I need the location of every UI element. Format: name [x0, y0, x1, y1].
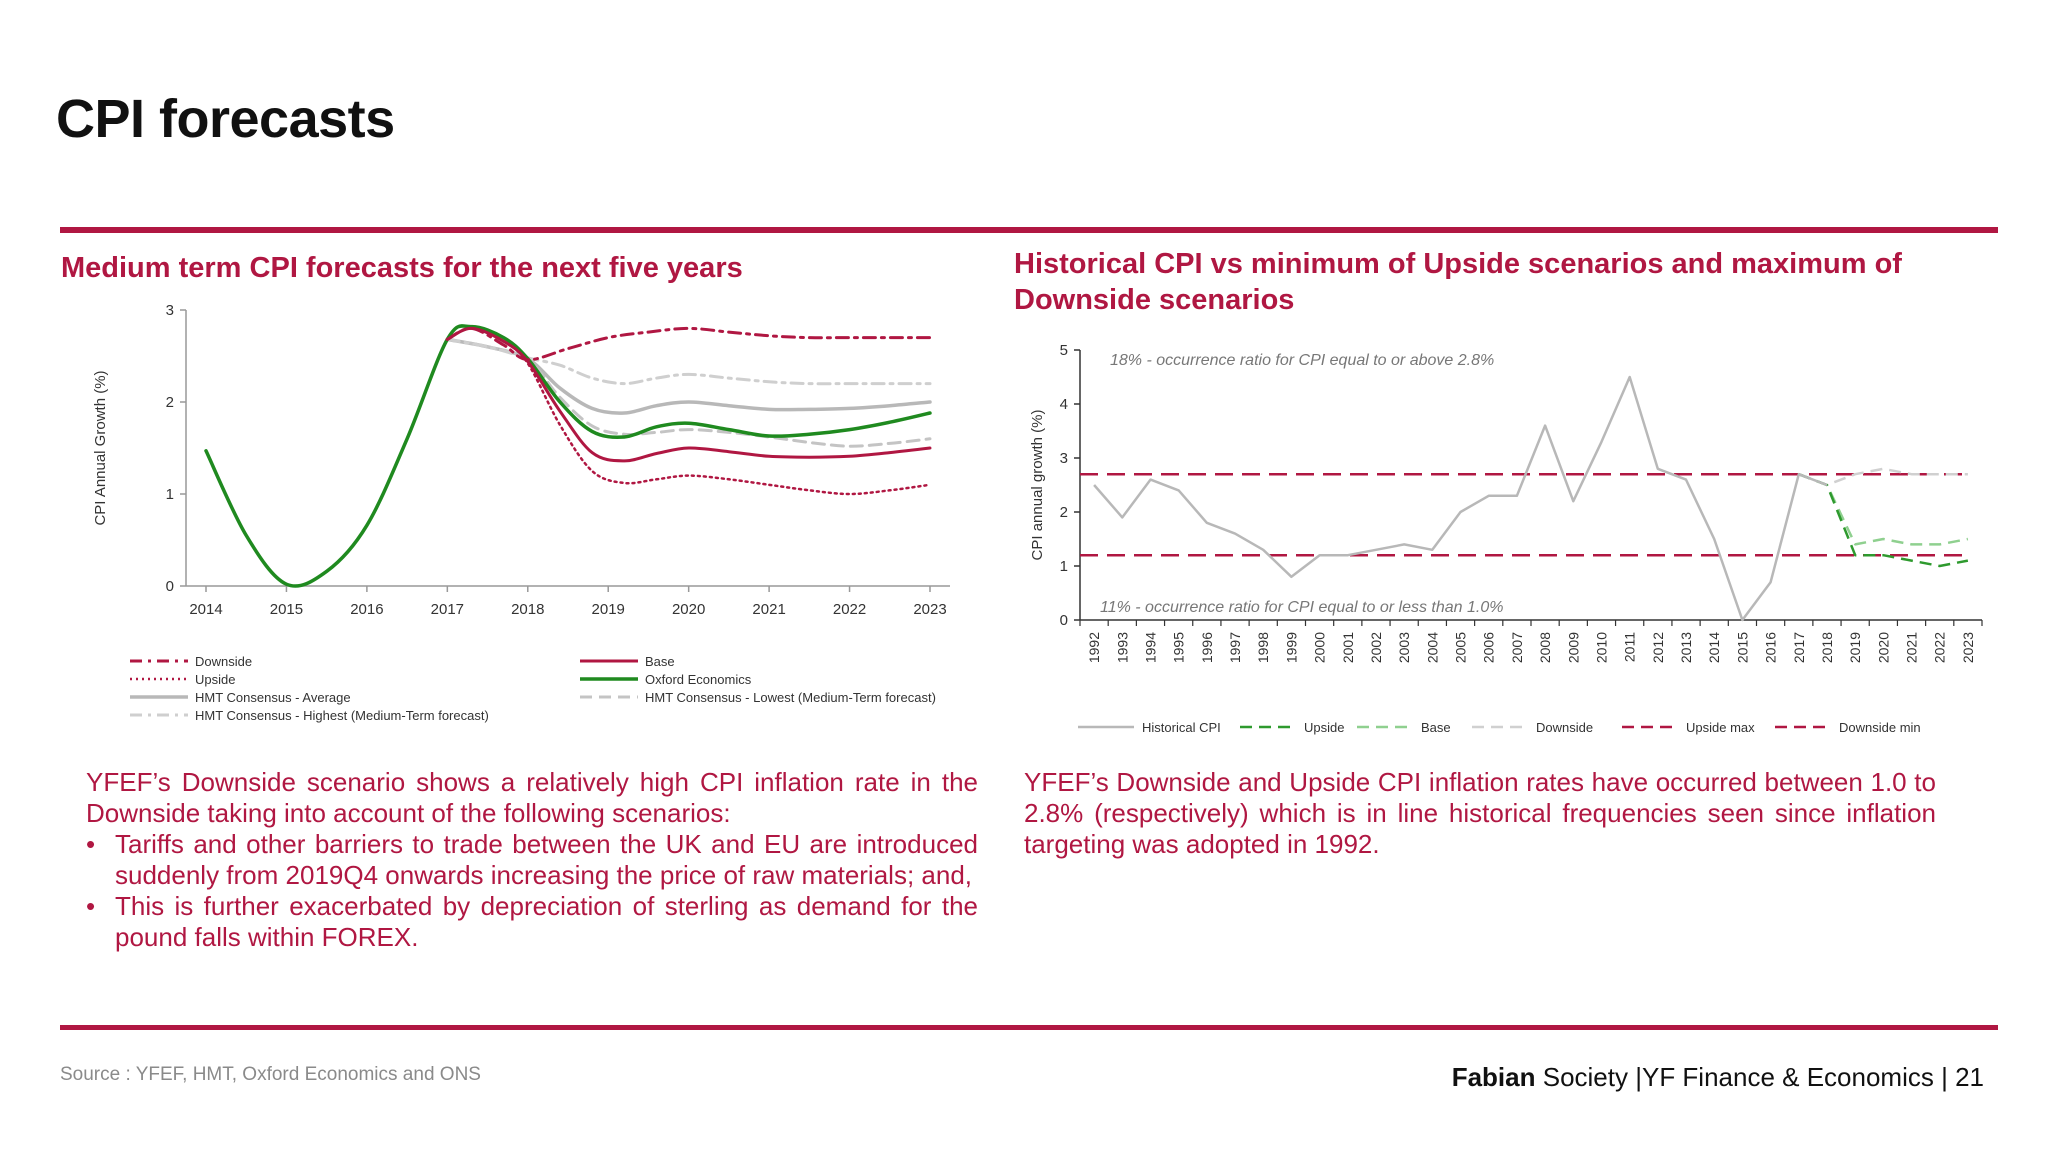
y-tick-label: 1 [1060, 558, 1068, 575]
left-commentary-intro: YFEF’s Downside scenario shows a relativ… [86, 767, 978, 828]
series-line [1798, 473, 1969, 568]
legend-label: Downside min [1839, 720, 1921, 735]
top-divider [60, 227, 1998, 233]
x-tick-label: 2014 [1706, 632, 1722, 663]
x-tick-label: 2019 [592, 601, 625, 618]
x-tick-label: 1996 [1199, 632, 1215, 663]
x-tick-label: 2003 [1396, 632, 1412, 663]
x-tick-label: 2022 [1932, 632, 1948, 663]
legend-label: HMT Consensus - Lowest (Medium-Term fore… [645, 690, 936, 705]
legend-label: Upside max [1686, 720, 1755, 735]
legend-label: HMT Consensus - Average [195, 690, 351, 705]
right-chart-heading: Historical CPI vs minimum of Upside scen… [1014, 248, 1902, 316]
x-tick-label: 2014 [189, 601, 222, 618]
x-tick-label: 2004 [1424, 632, 1440, 663]
x-tick-label: 1992 [1086, 632, 1102, 663]
x-tick-label: 2015 [270, 601, 303, 618]
x-tick-label: 2017 [431, 601, 464, 618]
legend-label: Downside [1536, 720, 1593, 735]
series-line [445, 326, 932, 362]
bullet-item: Tariffs and other barriers to trade betw… [86, 829, 978, 891]
series-line [445, 337, 932, 386]
x-tick-label: 2015 [1734, 632, 1750, 663]
legend-label: Historical CPI [1142, 720, 1221, 735]
y-tick-label: 0 [166, 578, 174, 595]
x-tick-label: 1993 [1114, 632, 1130, 663]
x-tick-label: 2008 [1537, 632, 1553, 663]
x-tick-label: 2010 [1593, 632, 1609, 663]
y-tick-label: 1 [166, 486, 174, 503]
series-line [204, 324, 932, 588]
x-tick-label: 2013 [1678, 632, 1694, 663]
left-commentary-bullets: Tariffs and other barriers to trade betw… [86, 829, 978, 953]
annotation-upper: 18% - occurrence ratio for CPI equal to … [1110, 352, 1494, 369]
x-tick-label: 2023 [913, 601, 946, 618]
annotation-lower: 11% - occurrence ratio for CPI equal to … [1100, 599, 1503, 616]
x-tick-label: 2021 [752, 601, 785, 618]
x-tick-label: 2017 [1791, 632, 1807, 663]
x-tick-label: 2000 [1312, 632, 1328, 663]
bottom-divider [60, 1025, 1998, 1030]
x-tick-label: 2012 [1650, 632, 1666, 663]
footer-section: |YF Finance & Economics | [1628, 1062, 1956, 1092]
x-tick-label: 2005 [1453, 632, 1469, 663]
legend-label: Base [1421, 720, 1451, 735]
x-tick-label: 1995 [1171, 632, 1187, 663]
series-line [445, 326, 932, 463]
left-chart-heading: Medium term CPI forecasts for the next f… [61, 252, 743, 284]
y-tick-label: 0 [1060, 612, 1068, 629]
x-tick-label: 1994 [1142, 632, 1158, 663]
y-tick-label: 5 [1060, 342, 1068, 359]
x-tick-label: 2018 [1819, 632, 1835, 663]
series-line [1798, 467, 1968, 487]
left-commentary: YFEF’s Downside scenario shows a relativ… [86, 767, 978, 953]
historical-cpi-chart: 0 1 2 3 4 5 1992 1993 1994 1995 1996 1997 1998 1999 20… [1029, 342, 1983, 735]
x-tick-label: 2009 [1565, 632, 1581, 663]
y-tick-label: 3 [166, 302, 174, 319]
bullet-item: This is further exacerbated by depreciat… [86, 891, 978, 953]
right-commentary: YFEF’s Downside and Upside CPI inflation… [1024, 767, 1936, 859]
x-tick-label: 2006 [1481, 632, 1497, 663]
x-tick-label: 1999 [1283, 632, 1299, 663]
legend-label: HMT Consensus - Highest (Medium-Term for… [195, 708, 489, 723]
x-tick-label: 1997 [1227, 632, 1243, 663]
legend-label: Base [645, 654, 675, 669]
x-tick-label: 2020 [1875, 632, 1891, 663]
x-tick-label: 1998 [1255, 632, 1271, 663]
series-line [1093, 375, 1828, 622]
cpi-forecast-chart: 0 1 2 3 2014 2015 2016 2017 2018 2019 2020 2021 2022… [92, 302, 950, 723]
x-tick-label: 2016 [350, 601, 383, 618]
legend-label: Upside [1304, 720, 1344, 735]
x-tick-label: 2018 [511, 601, 544, 618]
page-title: CPI forecasts [56, 89, 395, 149]
y-tick-label: 4 [1060, 396, 1068, 413]
x-tick-label: 2021 [1904, 632, 1920, 663]
x-tick-label: 2002 [1368, 632, 1384, 663]
footer-brand-bold: Fabian [1451, 1062, 1536, 1092]
x-tick-label: 2022 [833, 601, 866, 618]
footer-brand-rest: Society [1535, 1062, 1628, 1092]
legend-label: Oxford Economics [645, 672, 752, 687]
x-tick-label: 2001 [1340, 632, 1356, 663]
y-axis-label: CPI annual growth (%) [1029, 410, 1046, 561]
page-number: 21 [1955, 1062, 1984, 1092]
footer: Fabian Society |YF Finance & Economics |… [1452, 1062, 1984, 1093]
x-tick-label: 2023 [1960, 632, 1976, 663]
x-tick-label: 2020 [672, 601, 705, 618]
y-tick-label: 3 [1060, 450, 1068, 467]
x-tick-label: 2016 [1763, 632, 1779, 663]
y-axis-label: CPI Annual Growth (%) [92, 370, 109, 525]
source-note: Source : YFEF, HMT, Oxford Economics and… [60, 1064, 481, 1085]
legend-label: Upside [195, 672, 235, 687]
y-tick-label: 2 [1060, 504, 1068, 521]
y-tick-label: 2 [166, 394, 174, 411]
x-tick-label: 2019 [1847, 632, 1863, 663]
legend-label: Downside [195, 654, 252, 669]
x-tick-label: 2007 [1509, 632, 1525, 663]
x-tick-label: 2011 [1622, 632, 1638, 662]
